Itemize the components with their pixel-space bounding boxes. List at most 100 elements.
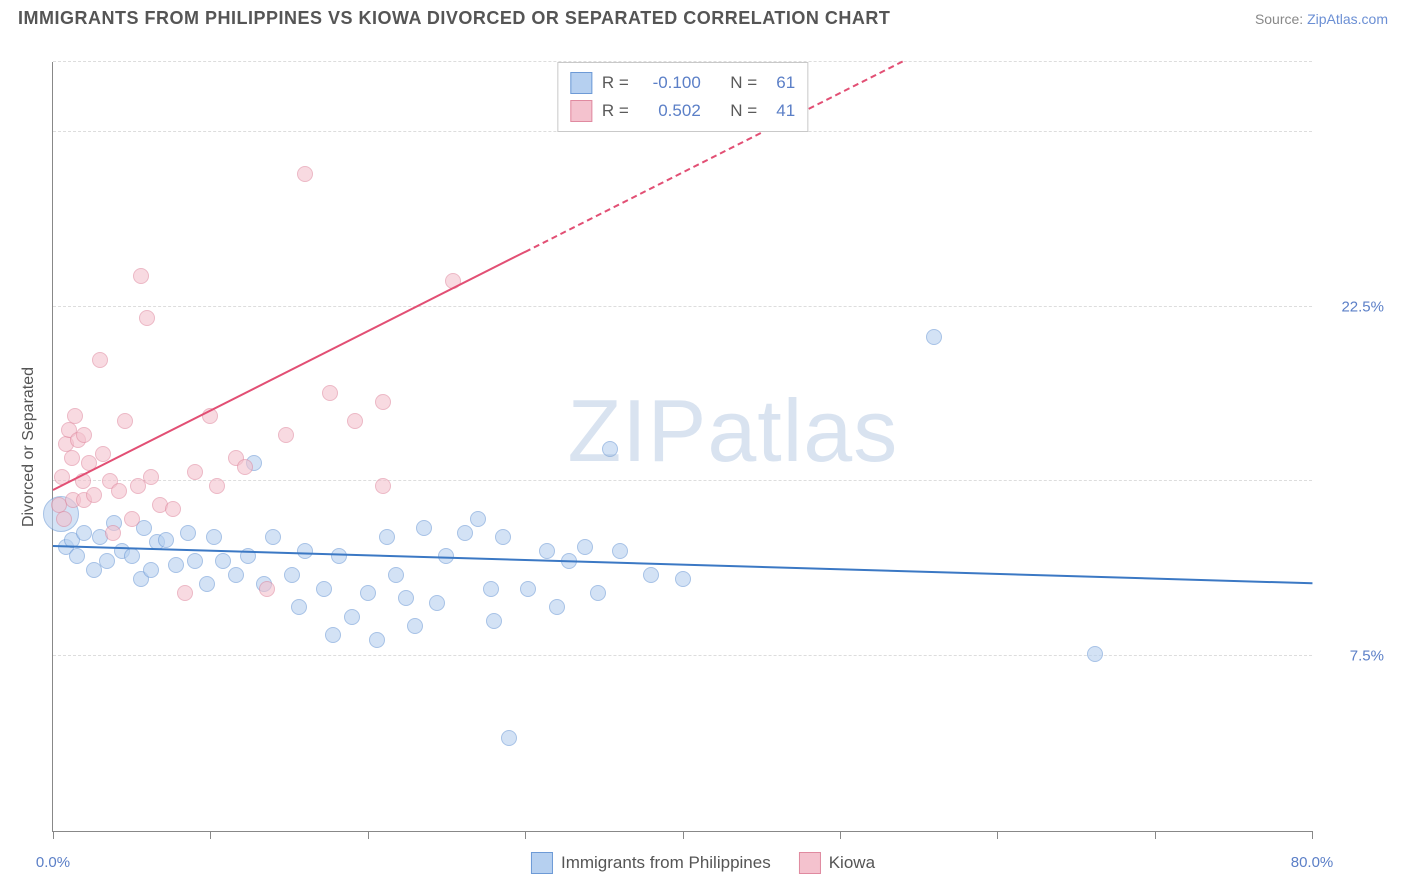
data-point bbox=[291, 599, 307, 615]
data-point bbox=[199, 576, 215, 592]
x-tick bbox=[368, 831, 369, 839]
data-point bbox=[180, 525, 196, 541]
gridline-h bbox=[53, 480, 1312, 481]
series-legend: Immigrants from PhilippinesKiowa bbox=[531, 852, 875, 874]
data-point bbox=[158, 532, 174, 548]
x-tick bbox=[525, 831, 526, 839]
data-point bbox=[278, 427, 294, 443]
data-point bbox=[111, 483, 127, 499]
data-point bbox=[64, 450, 80, 466]
x-tick bbox=[683, 831, 684, 839]
watermark-bold: ZIP bbox=[567, 381, 707, 480]
stats-legend: R =-0.100 N =61R =0.502 N =41 bbox=[557, 62, 808, 132]
data-point bbox=[117, 413, 133, 429]
data-point bbox=[379, 529, 395, 545]
data-point bbox=[69, 548, 85, 564]
data-point bbox=[143, 562, 159, 578]
y-tick-label: 22.5% bbox=[1320, 298, 1384, 315]
data-point bbox=[259, 581, 275, 597]
data-point bbox=[520, 581, 536, 597]
plot-area: Divorced or Separated ZIPatlas R =-0.100… bbox=[52, 62, 1312, 832]
data-point bbox=[470, 511, 486, 527]
data-point bbox=[124, 548, 140, 564]
watermark: ZIPatlas bbox=[567, 380, 898, 482]
x-tick-label: 0.0% bbox=[36, 854, 70, 871]
r-value: -0.100 bbox=[639, 69, 701, 97]
chart-title: IMMIGRANTS FROM PHILIPPINES VS KIOWA DIV… bbox=[18, 8, 890, 29]
data-point bbox=[602, 441, 618, 457]
data-point bbox=[926, 329, 942, 345]
data-point bbox=[95, 446, 111, 462]
data-point bbox=[375, 394, 391, 410]
data-point bbox=[495, 529, 511, 545]
data-point bbox=[416, 520, 432, 536]
n-label: N = bbox=[730, 69, 757, 97]
data-point bbox=[612, 543, 628, 559]
data-point bbox=[643, 567, 659, 583]
data-point bbox=[539, 543, 555, 559]
data-point bbox=[215, 553, 231, 569]
n-value: 41 bbox=[767, 97, 795, 125]
gridline-h bbox=[53, 655, 1312, 656]
x-tick bbox=[1312, 831, 1313, 839]
data-point bbox=[76, 427, 92, 443]
x-tick bbox=[210, 831, 211, 839]
data-point bbox=[168, 557, 184, 573]
data-point bbox=[206, 529, 222, 545]
x-tick bbox=[840, 831, 841, 839]
data-point bbox=[67, 408, 83, 424]
legend-label: Immigrants from Philippines bbox=[561, 853, 771, 873]
source-attribution: Source: ZipAtlas.com bbox=[1255, 11, 1388, 27]
data-point bbox=[316, 581, 332, 597]
legend-swatch bbox=[570, 72, 592, 94]
r-label: R = bbox=[602, 69, 629, 97]
data-point bbox=[92, 352, 108, 368]
data-point bbox=[375, 478, 391, 494]
legend-swatch bbox=[799, 852, 821, 874]
data-point bbox=[209, 478, 225, 494]
source-link[interactable]: ZipAtlas.com bbox=[1307, 11, 1388, 27]
data-point bbox=[165, 501, 181, 517]
data-point bbox=[590, 585, 606, 601]
data-point bbox=[86, 487, 102, 503]
data-point bbox=[56, 511, 72, 527]
data-point bbox=[284, 567, 300, 583]
n-label: N = bbox=[730, 97, 757, 125]
data-point bbox=[177, 585, 193, 601]
trendline bbox=[53, 251, 526, 491]
data-point bbox=[297, 166, 313, 182]
data-point bbox=[1087, 646, 1103, 662]
gridline-h bbox=[53, 306, 1312, 307]
data-point bbox=[388, 567, 404, 583]
y-axis-title: Divorced or Separated bbox=[20, 366, 38, 526]
source-prefix: Source: bbox=[1255, 11, 1307, 27]
data-point bbox=[360, 585, 376, 601]
data-point bbox=[228, 567, 244, 583]
watermark-thin: atlas bbox=[707, 381, 898, 480]
data-point bbox=[331, 548, 347, 564]
data-point bbox=[143, 469, 159, 485]
data-point bbox=[139, 310, 155, 326]
legend-swatch bbox=[531, 852, 553, 874]
data-point bbox=[124, 511, 140, 527]
data-point bbox=[398, 590, 414, 606]
legend-swatch bbox=[570, 100, 592, 122]
legend-item: Immigrants from Philippines bbox=[531, 852, 771, 874]
data-point bbox=[133, 268, 149, 284]
data-point bbox=[325, 627, 341, 643]
data-point bbox=[407, 618, 423, 634]
x-tick-label: 80.0% bbox=[1291, 854, 1334, 871]
chart-container: Divorced or Separated ZIPatlas R = -0.100… bbox=[18, 44, 1388, 892]
data-point bbox=[105, 525, 121, 541]
data-point bbox=[265, 529, 281, 545]
r-value: 0.502 bbox=[639, 97, 701, 125]
data-point bbox=[237, 459, 253, 475]
data-point bbox=[577, 539, 593, 555]
n-value: 61 bbox=[767, 69, 795, 97]
x-tick bbox=[1155, 831, 1156, 839]
data-point bbox=[187, 464, 203, 480]
data-point bbox=[675, 571, 691, 587]
x-tick bbox=[997, 831, 998, 839]
data-point bbox=[187, 553, 203, 569]
data-point bbox=[429, 595, 445, 611]
